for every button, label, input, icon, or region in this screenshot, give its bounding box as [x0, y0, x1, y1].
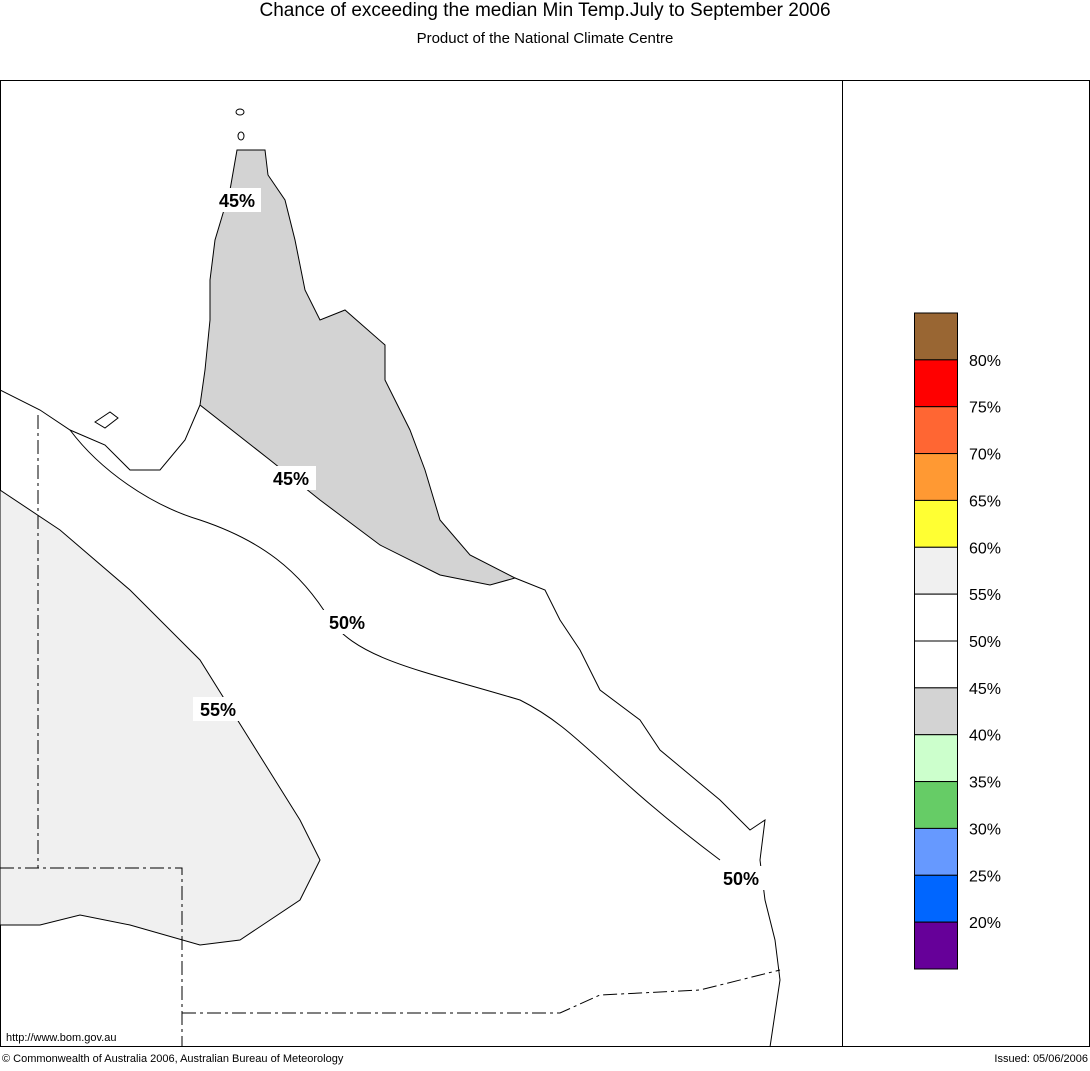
legend-label: 50%	[969, 634, 1001, 651]
legend-label: 80%	[969, 353, 1001, 370]
legend-label: 70%	[969, 447, 1001, 464]
legend-swatch	[914, 312, 958, 361]
legend-label: 65%	[969, 493, 1001, 510]
legend-label: 30%	[969, 821, 1001, 838]
legend-label: 60%	[969, 540, 1001, 557]
legend-swatch	[914, 827, 958, 876]
region-45	[199, 149, 517, 586]
legend-label: 40%	[969, 728, 1001, 745]
contour-labels: 45% 45% 50% 55% 50%	[193, 188, 766, 890]
copyright: © Commonwealth of Australia 2006, Austra…	[2, 1053, 344, 1065]
title: Chance of exceeding the median Min Temp.…	[259, 0, 830, 21]
contour-label: 50%	[329, 613, 365, 633]
map	[0, 108, 781, 1048]
legend-label: 35%	[969, 775, 1001, 792]
legend-swatch	[914, 499, 958, 548]
legend-label: 45%	[969, 681, 1001, 698]
legend: 80% 75% 70% 65% 60% 55% 50% 45% 40% 35% 30% 25% 20%	[914, 312, 1001, 970]
legend-swatch	[914, 453, 958, 501]
contour-label: 45%	[219, 191, 255, 211]
legend-swatch	[914, 406, 958, 455]
subtitle: Product of the National Climate Centre	[417, 30, 674, 47]
legend-swatch	[914, 921, 958, 970]
legend-label: 75%	[969, 400, 1001, 417]
url: http://www.bom.gov.au	[6, 1032, 116, 1044]
legend-label: 20%	[969, 915, 1001, 932]
legend-swatch	[914, 874, 958, 923]
legend-swatch	[914, 640, 958, 689]
legend-swatch	[914, 734, 958, 783]
coastline	[0, 389, 781, 1048]
legend-label: 25%	[969, 868, 1001, 885]
issued: Issued: 05/06/2006	[994, 1053, 1088, 1065]
legend-swatch	[914, 781, 958, 829]
legend-swatch	[914, 593, 958, 642]
legend-label: 55%	[969, 587, 1001, 604]
region-55	[0, 489, 321, 946]
legend-swatch	[914, 687, 958, 736]
contour-label: 55%	[200, 700, 236, 720]
legend-swatch	[914, 546, 958, 595]
legend-swatch	[914, 359, 958, 408]
state-border	[0, 415, 781, 1047]
contour-label: 45%	[273, 469, 309, 489]
contour-label: 50%	[723, 869, 759, 889]
